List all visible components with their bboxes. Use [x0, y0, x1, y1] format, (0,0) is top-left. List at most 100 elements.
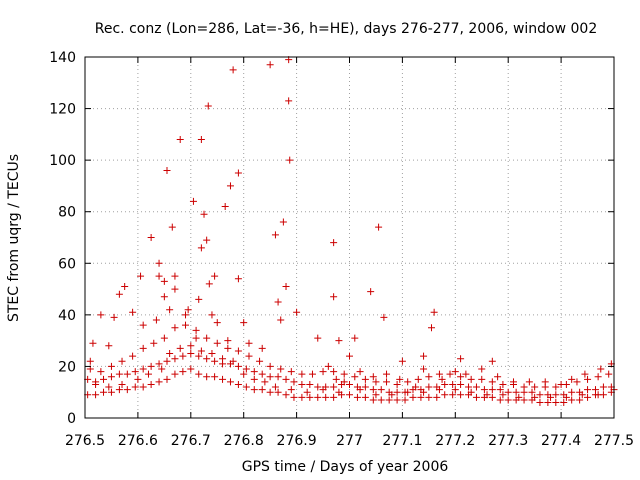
data-point [480, 386, 488, 394]
data-point [155, 259, 163, 267]
data-point [451, 368, 459, 376]
data-point [195, 295, 203, 303]
data-point [393, 380, 401, 388]
data-point [597, 365, 605, 373]
data-point [182, 311, 190, 319]
data-point [279, 218, 287, 226]
data-point [478, 365, 486, 373]
data-point [398, 357, 406, 365]
data-point [552, 391, 560, 399]
data-point [298, 380, 306, 388]
data-point [496, 386, 504, 394]
data-point [213, 339, 221, 347]
data-point [560, 399, 568, 407]
data-point [258, 344, 266, 352]
data-point [330, 393, 338, 401]
data-point [86, 357, 94, 365]
data-point [509, 378, 517, 386]
data-point [266, 61, 274, 69]
data-point [340, 378, 348, 386]
data-point [494, 373, 502, 381]
data-point [332, 375, 340, 383]
data-point [155, 378, 163, 386]
data-point [472, 393, 480, 401]
data-point [234, 362, 242, 370]
data-point [520, 396, 528, 404]
data-point [97, 311, 105, 319]
data-point [121, 282, 129, 290]
data-point [208, 311, 216, 319]
data-point [584, 393, 592, 401]
data-point [129, 352, 137, 360]
data-point [414, 375, 422, 383]
data-point [266, 373, 274, 381]
data-point [147, 380, 155, 388]
data-point [105, 383, 113, 391]
data-point [515, 393, 523, 401]
data-point [287, 368, 295, 376]
y-axis-label: STEC from uqrg / TECUs [6, 154, 22, 322]
data-point [92, 380, 100, 388]
data-point [573, 378, 581, 386]
data-point [340, 370, 348, 378]
data-point [499, 391, 507, 399]
data-point [353, 393, 361, 401]
data-point [412, 383, 420, 391]
x-tick-label: 277.5 [594, 433, 634, 449]
data-point [197, 136, 205, 144]
data-point [137, 272, 145, 280]
data-point [144, 370, 152, 378]
data-point [536, 399, 544, 407]
data-point [219, 375, 227, 383]
data-point [147, 362, 155, 370]
data-point [462, 370, 470, 378]
data-point [129, 308, 137, 316]
data-point [97, 368, 105, 376]
data-point [346, 352, 353, 360]
data-point [478, 375, 486, 383]
data-point [584, 386, 592, 394]
data-point [322, 393, 330, 401]
data-point [171, 272, 179, 280]
data-point [306, 393, 314, 401]
data-point [293, 308, 301, 316]
data-point [171, 324, 179, 332]
data-point [250, 386, 258, 394]
data-point [584, 375, 592, 383]
x-tick-label: 276.6 [118, 433, 158, 449]
y-tick-label: 100 [49, 153, 76, 169]
data-point [92, 391, 100, 399]
data-point [467, 375, 475, 383]
x-tick-label: 276.8 [224, 433, 264, 449]
data-point [211, 373, 219, 381]
data-point [605, 370, 613, 378]
data-point [346, 391, 353, 399]
data-point [195, 370, 203, 378]
data-point [266, 362, 274, 370]
data-point [200, 210, 208, 218]
data-point [531, 393, 539, 401]
data-point [306, 380, 314, 388]
data-point [163, 375, 171, 383]
data-point [100, 375, 108, 383]
data-point [208, 350, 216, 358]
data-point [105, 342, 113, 350]
data-point [504, 396, 512, 404]
y-tick-label: 120 [49, 102, 76, 118]
data-point [107, 362, 115, 370]
data-point [286, 156, 294, 164]
data-point [314, 383, 322, 391]
data-point [417, 393, 425, 401]
data-point [115, 386, 123, 394]
data-point [528, 388, 536, 396]
data-point [446, 370, 454, 378]
data-point [531, 383, 539, 391]
data-point [372, 378, 380, 386]
x-tick-label: 276.5 [65, 433, 105, 449]
data-point [89, 339, 97, 347]
data-point [457, 391, 465, 399]
data-point [139, 344, 147, 352]
data-point [110, 313, 118, 321]
data-point [242, 383, 250, 391]
data-point [242, 365, 250, 373]
